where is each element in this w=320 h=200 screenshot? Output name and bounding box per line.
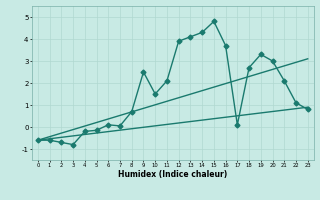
X-axis label: Humidex (Indice chaleur): Humidex (Indice chaleur) bbox=[118, 170, 228, 179]
